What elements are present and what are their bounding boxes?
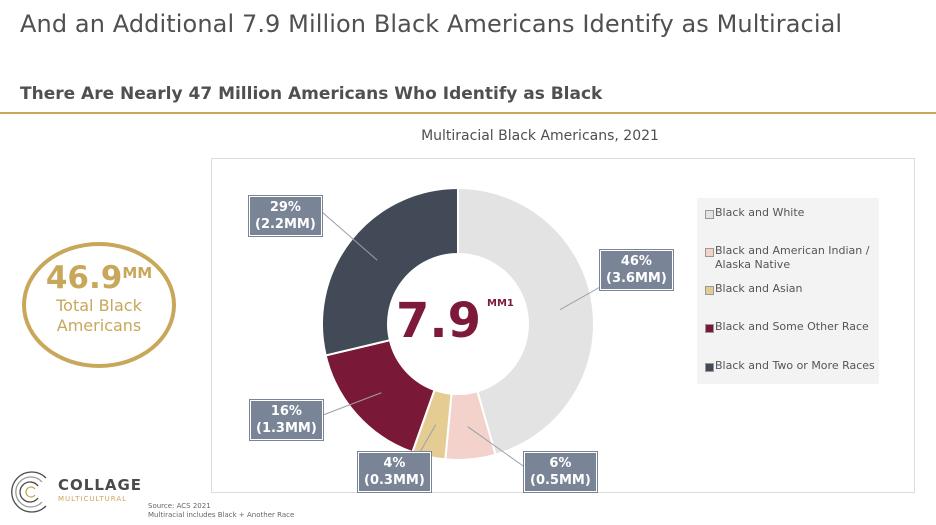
total-stat-value: 46.9MM (45, 260, 153, 296)
total-stat-circle: 46.9MM Total Black Americans (22, 242, 176, 368)
legend-item: Black and Two or More Races (705, 359, 877, 373)
donut-center-total: 7.9 (396, 293, 482, 349)
slice-black-two-more (321, 186, 459, 357)
legend-swatch (705, 286, 714, 295)
collage-logo-icon (11, 471, 47, 513)
legend-swatch (705, 324, 714, 333)
callout-black-other: 16% (1.3MM) (249, 399, 324, 441)
donut-center-unit: MM1 (487, 298, 514, 309)
chart-title: Multiracial Black Americans, 2021 (421, 128, 659, 144)
legend-swatch (705, 363, 714, 372)
callout-black-asian: 4% (0.3MM) (357, 451, 432, 493)
total-stat-unit: MM (122, 264, 153, 282)
callout-black-aian: 6% (0.5MM) (523, 451, 598, 493)
logo-name: COLLAGE (58, 476, 143, 494)
page-subtitle: There Are Nearly 47 Million Americans Wh… (20, 84, 603, 104)
legend-item: Black and White (705, 206, 877, 220)
logo-tagline: MULTICULTURAL (58, 495, 128, 503)
callout-black-two-more: 29% (2.2MM) (248, 195, 323, 237)
callout-leader-line (321, 211, 378, 261)
legend-swatch (705, 210, 714, 219)
page-title: And an Additional 7.9 Million Black Amer… (20, 10, 843, 38)
total-stat-label: Total Black Americans (56, 296, 142, 335)
header-divider (0, 112, 936, 114)
slice-black-other (324, 338, 436, 454)
legend-swatch (705, 248, 714, 257)
legend-item: Black and Asian (705, 282, 877, 296)
legend-item: Black and American Indian / Alaska Nativ… (705, 244, 877, 272)
callout-leader-line (467, 426, 527, 469)
source-note: Source: ACS 2021 Multiracial includes Bla… (148, 502, 295, 519)
slice-black-white (457, 186, 595, 456)
callout-black-white: 46% (3.6MM) (599, 249, 674, 291)
chart-legend: Black and White Black and American India… (697, 198, 879, 384)
legend-item: Black and Some Other Race (705, 320, 877, 334)
